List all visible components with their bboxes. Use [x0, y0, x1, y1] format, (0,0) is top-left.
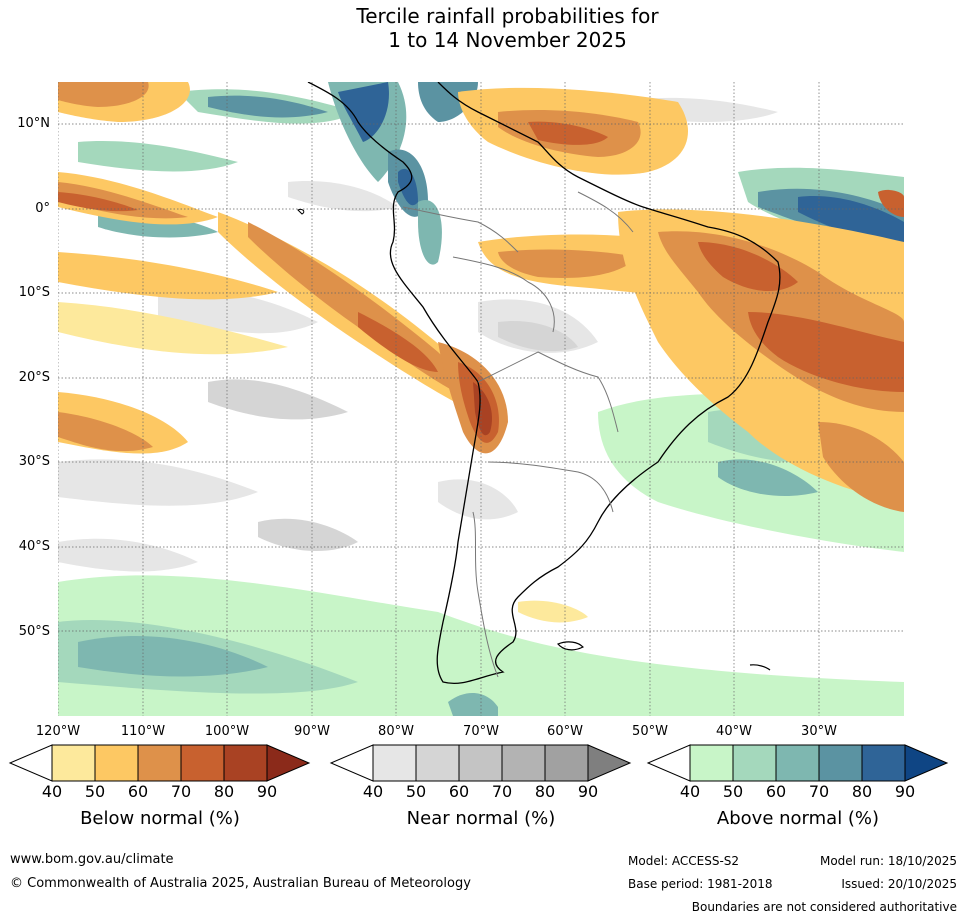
lon-label-60w: 60°W — [547, 724, 583, 739]
lon-label-80w: 80°W — [378, 724, 414, 739]
cbar-above-seg-3 — [775, 744, 820, 782]
cbar-above-seg-0 — [646, 744, 691, 782]
colorbar-near-normal — [329, 744, 632, 782]
coastline — [307, 82, 781, 684]
cbar-below-tick-90: 90 — [256, 782, 278, 801]
lon-label-110w: 110°W — [120, 724, 166, 739]
cbar-above-tick-60: 60 — [765, 782, 787, 801]
cbar-above-seg-5 — [861, 744, 906, 782]
cbar-below-seg-6 — [266, 744, 311, 782]
cbar-near-tick-90: 90 — [577, 782, 599, 801]
map-svg — [58, 82, 904, 716]
cbar-near-seg-2 — [415, 744, 460, 782]
title-line-1: Tercile rainfall probabilities for — [356, 4, 659, 28]
cbar-below-seg-1 — [51, 744, 96, 782]
footer-model-run: Model run: 18/10/2025 — [819, 854, 957, 868]
footer-url[interactable]: www.bom.gov.au/climate — [10, 852, 174, 867]
lat-label-50s: 50°S — [18, 624, 50, 639]
cbar-above-tick-90: 90 — [894, 782, 916, 801]
country-borders — [402, 191, 634, 678]
lat-label-10n: 10°N — [17, 116, 50, 131]
lat-label-0: 0° — [35, 201, 50, 216]
cbar-near-seg-0 — [329, 744, 374, 782]
cbar-near-seg-4 — [501, 744, 546, 782]
cbar-below-seg-3 — [137, 744, 182, 782]
cbar-above-tick-80: 80 — [851, 782, 873, 801]
probability-map — [58, 82, 904, 716]
colorbar-above-normal — [646, 744, 949, 782]
cbar-near-tick-50: 50 — [405, 782, 427, 801]
lon-label-120w: 120°W — [35, 724, 81, 739]
cbar-above-seg-2 — [732, 744, 777, 782]
lon-label-90w: 90°W — [294, 724, 330, 739]
lon-label-100w: 100°W — [204, 724, 250, 739]
chart-title: Tercile rainfall probabilities for 1 to … — [0, 4, 965, 52]
cbar-near-seg-5 — [544, 744, 589, 782]
footer-model: Model: ACCESS-S2 — [628, 854, 740, 868]
cbar-below-seg-5 — [223, 744, 268, 782]
lat-label-20s: 20°S — [18, 370, 50, 385]
cbar-below-tick-60: 60 — [127, 782, 149, 801]
lat-label-40s: 40°S — [18, 539, 50, 554]
cbar-above-title: Above normal (%) — [716, 808, 880, 829]
south-georgia-island — [749, 664, 771, 671]
cbar-above-tick-50: 50 — [722, 782, 744, 801]
lat-label-10s: 10°S — [18, 285, 50, 300]
lon-label-30w: 30°W — [801, 724, 837, 739]
cbar-above-seg-6 — [904, 744, 949, 782]
cbar-near-tick-40: 40 — [362, 782, 384, 801]
cbar-below-tick-80: 80 — [213, 782, 235, 801]
cbar-below-seg-0 — [8, 744, 53, 782]
title-line-2: 1 to 14 November 2025 — [388, 28, 627, 52]
cbar-near-seg-3 — [458, 744, 503, 782]
falkland-islands — [557, 641, 585, 651]
footer-disclaimer: Boundaries are not considered authoritat… — [691, 900, 957, 914]
cbar-below-tick-40: 40 — [41, 782, 63, 801]
cbar-above-seg-4 — [818, 744, 863, 782]
cbar-above-tick-40: 40 — [679, 782, 701, 801]
graticule — [58, 82, 904, 716]
lon-label-70w: 70°W — [463, 724, 499, 739]
lat-label-30s: 30°S — [18, 454, 50, 469]
cbar-near-seg-1 — [372, 744, 417, 782]
galapagos-islands — [297, 209, 305, 215]
cbar-below-title: Below normal (%) — [80, 808, 240, 829]
cbar-below-seg-4 — [180, 744, 225, 782]
cbar-above-seg-1 — [689, 744, 734, 782]
footer-issued: Issued: 20/10/2025 — [841, 877, 957, 891]
cbar-below-seg-2 — [94, 744, 139, 782]
lon-label-50w: 50°W — [632, 724, 668, 739]
cbar-near-seg-6 — [587, 744, 632, 782]
colorbar-below-normal — [8, 744, 311, 782]
cbar-below-tick-70: 70 — [170, 782, 192, 801]
footer-base-period: Base period: 1981-2018 — [628, 877, 773, 891]
cbar-near-title: Near normal (%) — [406, 808, 556, 829]
below-normal-field — [58, 82, 904, 623]
lon-label-40w: 40°W — [716, 724, 752, 739]
footer-copyright: © Commonwealth of Australia 2025, Austra… — [10, 876, 471, 891]
cbar-near-tick-80: 80 — [534, 782, 556, 801]
cbar-near-tick-70: 70 — [491, 782, 513, 801]
cbar-near-tick-60: 60 — [448, 782, 470, 801]
cbar-above-tick-70: 70 — [808, 782, 830, 801]
cbar-below-tick-50: 50 — [84, 782, 106, 801]
